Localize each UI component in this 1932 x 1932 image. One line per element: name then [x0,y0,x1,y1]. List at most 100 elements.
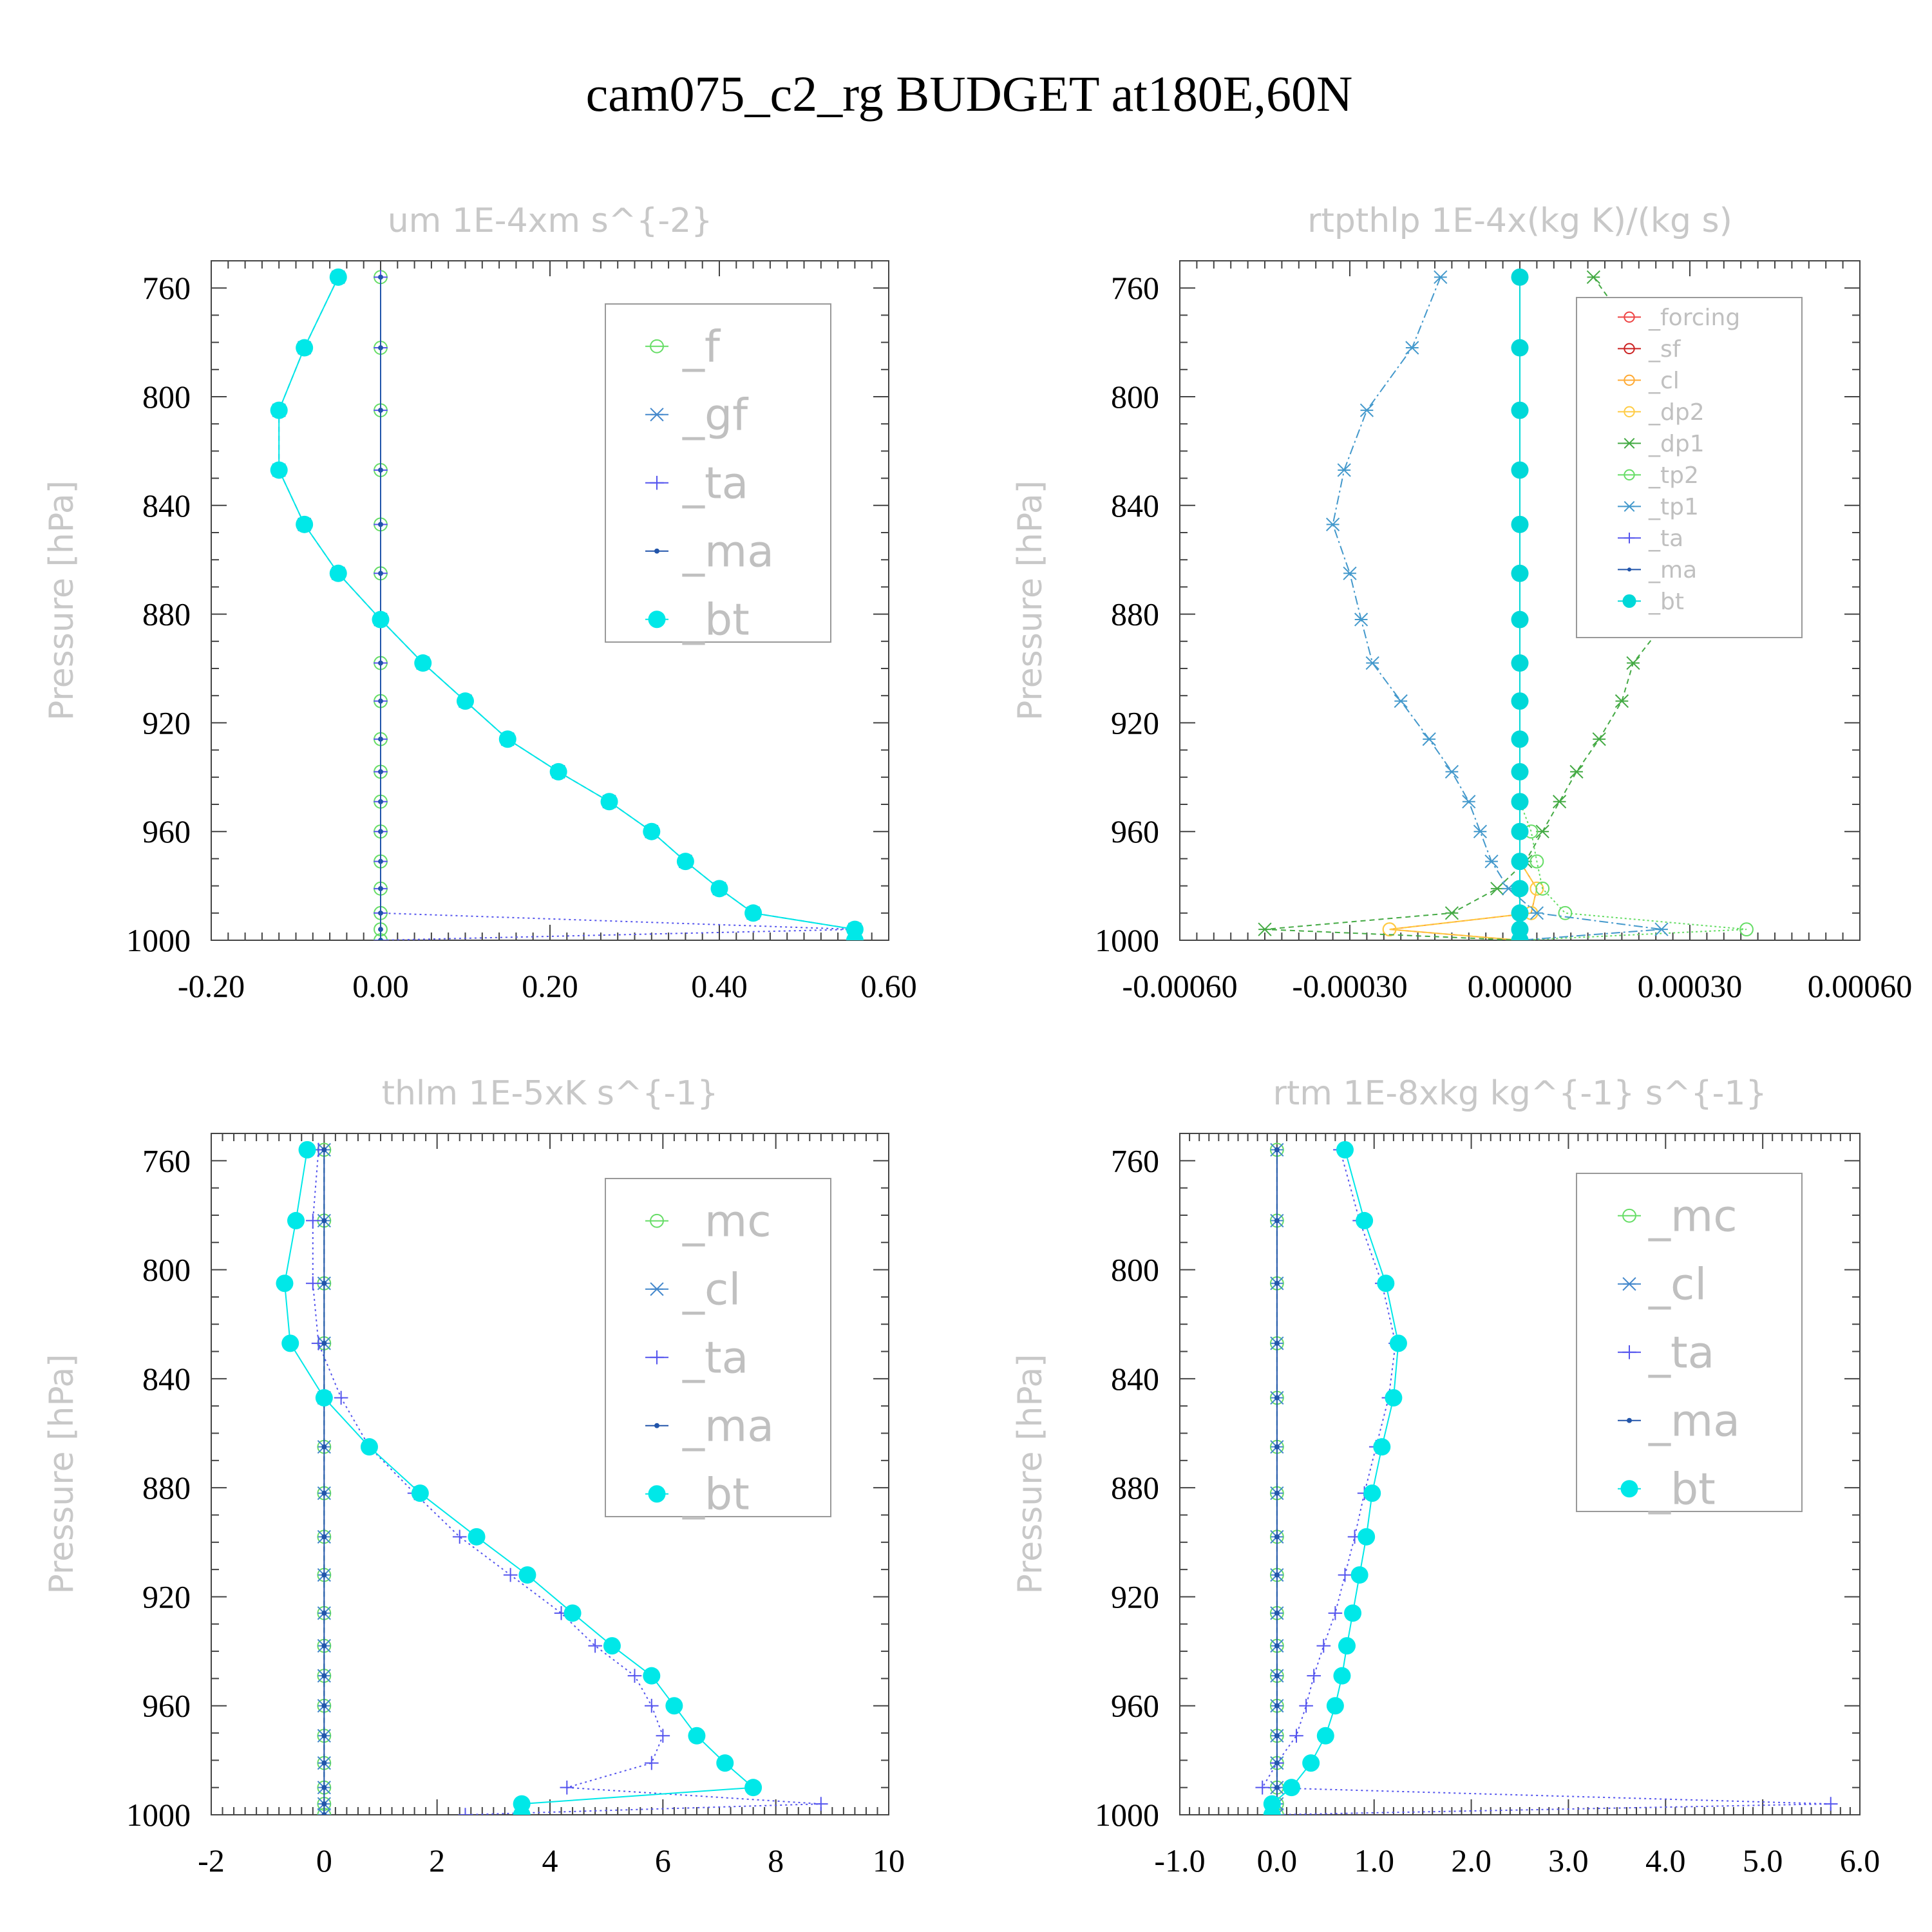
legend-marker [1624,437,1635,449]
legend-item: _tp1 [1618,494,1699,520]
data-point [1274,1733,1280,1739]
data-point [276,1274,294,1293]
figure-title: cam075_c2_rg BUDGET at180E,60N [586,66,1353,122]
x-tick-label: 0.40 [691,968,748,1004]
legend-item: _forcing [1618,305,1740,331]
x-tick-label: 2 [429,1842,445,1879]
legend-label: _ta [1648,526,1683,552]
legend-label: _gf [682,390,749,441]
x-tick-label: 4.0 [1645,1842,1686,1879]
data-point [378,660,383,666]
legend-label: _ma [682,527,774,578]
data-point [1358,1528,1376,1546]
data-point [1422,732,1436,746]
data-point [814,1797,828,1811]
data-point [321,1444,327,1450]
legend-marker [650,1350,664,1365]
data-point [1739,922,1754,937]
data-point [378,274,383,280]
data-point [1558,905,1573,920]
data-point [321,1760,327,1766]
data-point [1363,1484,1381,1502]
y-tick-label: 800 [1111,1252,1159,1288]
legend-marker [1627,1417,1632,1423]
legend-marker [1622,594,1636,608]
y-tick-label: 880 [142,596,191,632]
data-point [1274,1643,1280,1649]
data-point [378,736,383,742]
data-point [321,1785,327,1790]
data-point [1359,403,1374,417]
data-point [378,698,383,704]
x-tick-label: 5.0 [1743,1842,1783,1879]
legend-marker [1622,1277,1636,1291]
data-point [846,931,864,940]
data-point [317,1808,331,1815]
data-point [1350,1566,1368,1584]
x-tick-label: 3.0 [1548,1842,1589,1879]
legend-label: _ta [682,1333,748,1384]
y-tick-label: 1000 [126,922,191,958]
legend-item: _dp1 [1618,431,1705,457]
data-point [1434,270,1448,284]
data-point [411,1484,429,1502]
data-point [1511,762,1529,781]
data-point [716,1754,734,1772]
data-point [321,1733,327,1739]
data-point [1282,1779,1300,1797]
data-point [1484,855,1499,869]
y-tick-label: 760 [142,270,191,306]
y-tick-label: 960 [142,1688,191,1724]
panel-title: um 1E-4xm s^{-2} [388,202,713,240]
data-point [1274,1340,1280,1346]
data-point [1511,931,1529,940]
legend-item: _ta [645,1333,748,1384]
legend-label: _ta [1648,1328,1714,1379]
data-point [1569,764,1584,779]
data-point [1356,1211,1374,1229]
series-line [1389,277,1538,940]
legend-item: _gf [645,390,749,441]
data-point [1473,824,1488,838]
data-point [1511,853,1529,871]
data-point [1255,1780,1270,1795]
data-point [315,1389,333,1407]
legend-label: _ma [1648,1396,1740,1447]
legend-label: _mc [682,1197,772,1247]
data-point [603,1637,621,1655]
y-tick-label: 760 [1111,1142,1159,1179]
data-point [1354,612,1368,627]
data-point [1511,692,1529,710]
data-point [1274,1572,1280,1578]
data-point [1326,1697,1344,1715]
y-tick-label: 920 [142,1578,191,1615]
legend-item: _ma [645,527,774,578]
data-point [378,522,383,527]
data-point [1337,463,1351,477]
legend-item: _mc [1618,1191,1738,1242]
data-point [1535,824,1549,838]
legend-box [1576,1173,1803,1512]
data-point [1444,906,1459,920]
data-point [1389,1334,1407,1352]
data-point [1333,1667,1351,1685]
data-point [378,886,383,891]
data-point [1365,656,1379,670]
plot-area [1255,1141,1838,1815]
series-line [1271,1150,1399,1815]
data-point [1462,795,1476,809]
data-point [549,762,567,781]
y-tick-label: 920 [1111,1578,1159,1615]
y-tick-label: 760 [142,1142,191,1179]
data-point [1299,1698,1313,1713]
chart-panel-1: um 1E-4xm s^{-2} Pressure [hPa] 760 800 840 8… [43,202,917,1004]
legend-marker [650,1282,664,1296]
data-point [296,339,314,357]
legend-marker [654,1423,659,1428]
data-point [1444,764,1459,779]
y-tick-label: 1000 [126,1797,191,1833]
data-point [518,1566,536,1584]
data-point [1274,1610,1280,1616]
data-point [321,1340,327,1346]
